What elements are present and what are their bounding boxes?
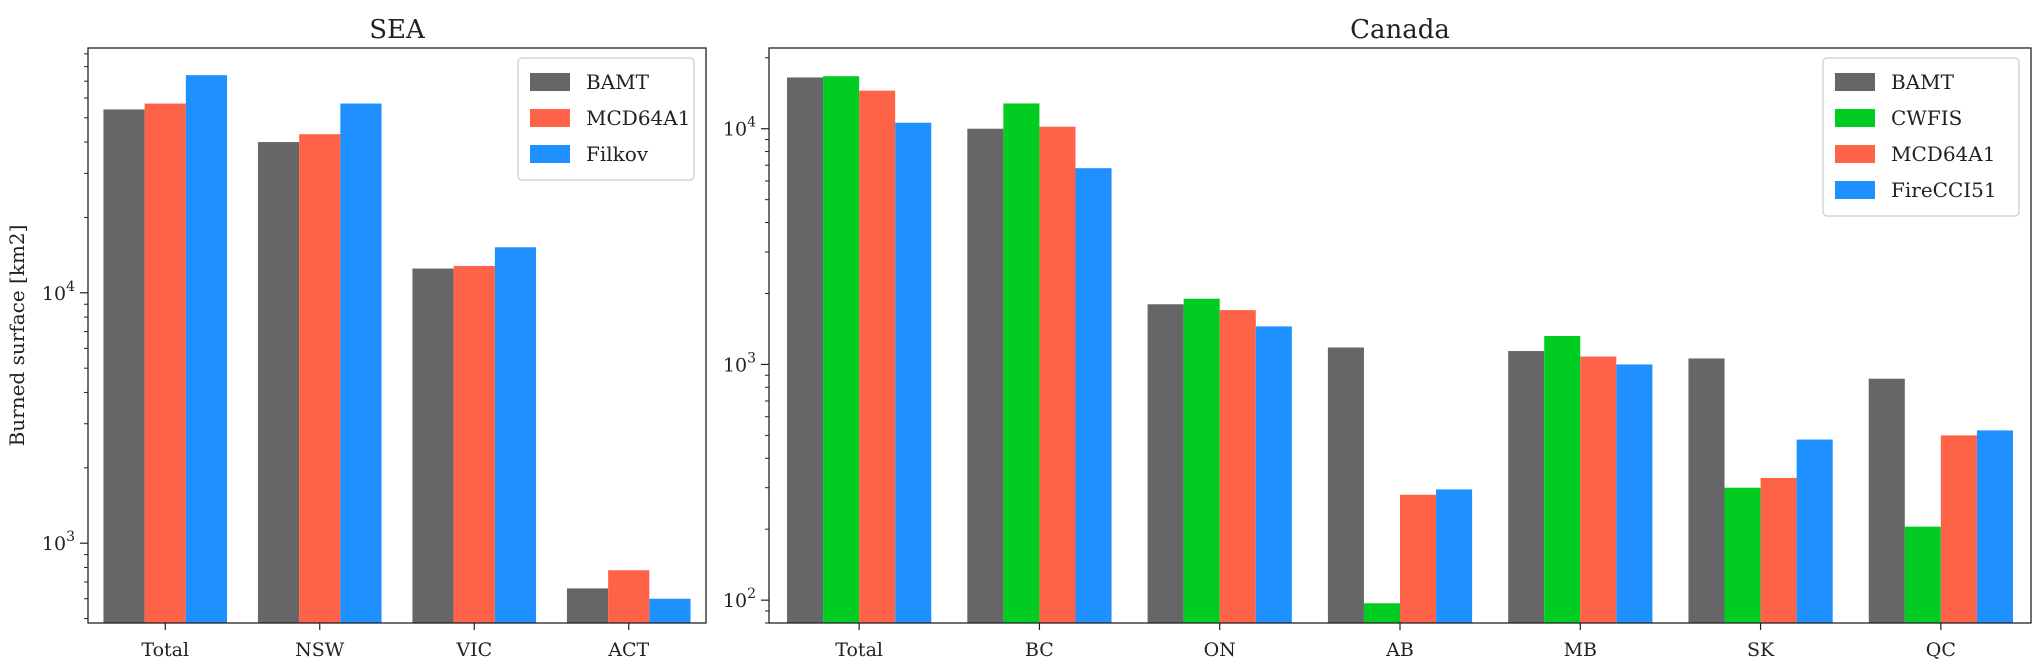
x-tick-label: Total — [141, 639, 189, 661]
bar-cwfis-ab — [1363, 603, 1400, 623]
legend-swatch-firecci51 — [1835, 181, 1875, 199]
bar-cwfis-mb — [1544, 336, 1581, 623]
y-tick-label: 103 — [723, 350, 756, 376]
x-tick-label: ON — [1204, 639, 1236, 661]
bar-mcd64a1-total — [859, 90, 896, 624]
x-tick-label: NSW — [295, 639, 345, 661]
bar-mcd64a1-vic — [453, 265, 495, 623]
bar-firecci51-bc — [1075, 168, 1112, 624]
bar-filkov-vic — [494, 247, 537, 623]
legend-label-mcd64a1: MCD64A1 — [586, 106, 690, 130]
legend-label-cwfis: CWFIS — [1891, 106, 1962, 130]
bar-filkov-act — [649, 598, 691, 623]
bar-firecci51-qc — [1976, 430, 2013, 623]
bar-bamt-mb — [1508, 351, 1545, 623]
bar-bamt-act — [566, 588, 609, 623]
bar-firecci51-sk — [1796, 439, 1833, 623]
bar-bamt-total — [787, 77, 824, 624]
legend-label-filkov: Filkov — [586, 142, 649, 166]
x-tick-label: AB — [1385, 639, 1414, 661]
panel-2-legend: BAMT CWFIS MCD64A1 FireCCI51 — [1822, 57, 2020, 217]
panel-1-axes-frame — [87, 47, 707, 624]
bar-bamt-nsw — [257, 142, 300, 623]
legend-swatch-mcd64a1 — [530, 109, 570, 127]
y-tick-label: 104 — [42, 279, 75, 305]
legend-swatch-bamt — [1835, 73, 1875, 91]
bar-mcd64a1-mb — [1580, 356, 1617, 623]
bar-firecci51-mb — [1616, 364, 1653, 623]
bar-firecci51-ab — [1436, 489, 1473, 623]
panel-1: Total NSW VIC ACT 103 104 SEA Burned surface [k… — [5, 15, 707, 661]
x-tick-label: MB — [1564, 639, 1597, 661]
bar-cwfis-total — [823, 76, 860, 624]
bar-mcd64a1-sk — [1760, 477, 1797, 623]
bar-mcd64a1-act — [608, 570, 650, 623]
bar-bamt-bc — [967, 128, 1004, 623]
bar-mcd64a1-ab — [1400, 494, 1437, 623]
x-tick-label: ACT — [607, 639, 649, 661]
panel-1-title: SEA — [369, 15, 426, 45]
bar-filkov-total — [185, 75, 228, 623]
bar-bamt-qc — [1868, 378, 1905, 623]
legend-swatch-filkov — [530, 145, 570, 163]
y-tick-label: 104 — [723, 115, 756, 141]
bar-cwfis-qc — [1904, 526, 1941, 623]
legend-label-bamt: BAMT — [586, 70, 650, 94]
bar-mcd64a1-qc — [1940, 435, 1977, 623]
y-tick-label: 102 — [723, 586, 756, 612]
bar-mcd64a1-bc — [1039, 126, 1076, 623]
bar-cwfis-on — [1183, 298, 1220, 623]
bar-filkov-nsw — [340, 103, 382, 624]
legend-swatch-bamt — [530, 73, 570, 91]
legend-swatch-cwfis — [1835, 109, 1875, 127]
x-tick-label: SK — [1747, 639, 1775, 661]
legend-label-mcd64a1: MCD64A1 — [1891, 142, 1995, 166]
legend-box — [1822, 57, 2020, 217]
y-axis-label: Burned surface [km2] — [5, 225, 29, 447]
bar-firecci51-on — [1255, 326, 1292, 623]
x-tick-label: Total — [835, 639, 883, 661]
x-tick-label: VIC — [455, 639, 492, 661]
panel-2: Total BC ON AB MB SK QC 102 103 104 Canada BAMT CWFI… — [723, 15, 2032, 661]
bar-mcd64a1-nsw — [299, 134, 341, 623]
legend-label-firecci51: FireCCI51 — [1891, 178, 1997, 202]
panel-2-title: Canada — [1350, 15, 1450, 45]
bar-bamt-total — [103, 109, 145, 624]
panel-1-legend: BAMT MCD64A1 Filkov — [517, 57, 695, 181]
bar-bamt-ab — [1327, 347, 1364, 623]
legend-swatch-mcd64a1 — [1835, 145, 1875, 163]
bar-cwfis-sk — [1724, 487, 1761, 623]
x-tick-label: BC — [1025, 639, 1054, 661]
bar-firecci51-total — [895, 122, 932, 623]
bar-mcd64a1-on — [1219, 310, 1256, 623]
legend-label-bamt: BAMT — [1891, 70, 1955, 94]
x-tick-label: QC — [1926, 639, 1956, 661]
bar-bamt-sk — [1688, 358, 1725, 623]
bar-bamt-vic — [412, 268, 454, 623]
bar-bamt-on — [1147, 304, 1184, 623]
bar-cwfis-bc — [1003, 103, 1040, 623]
y-tick-label: 103 — [42, 529, 75, 555]
bar-mcd64a1-total — [144, 103, 186, 624]
